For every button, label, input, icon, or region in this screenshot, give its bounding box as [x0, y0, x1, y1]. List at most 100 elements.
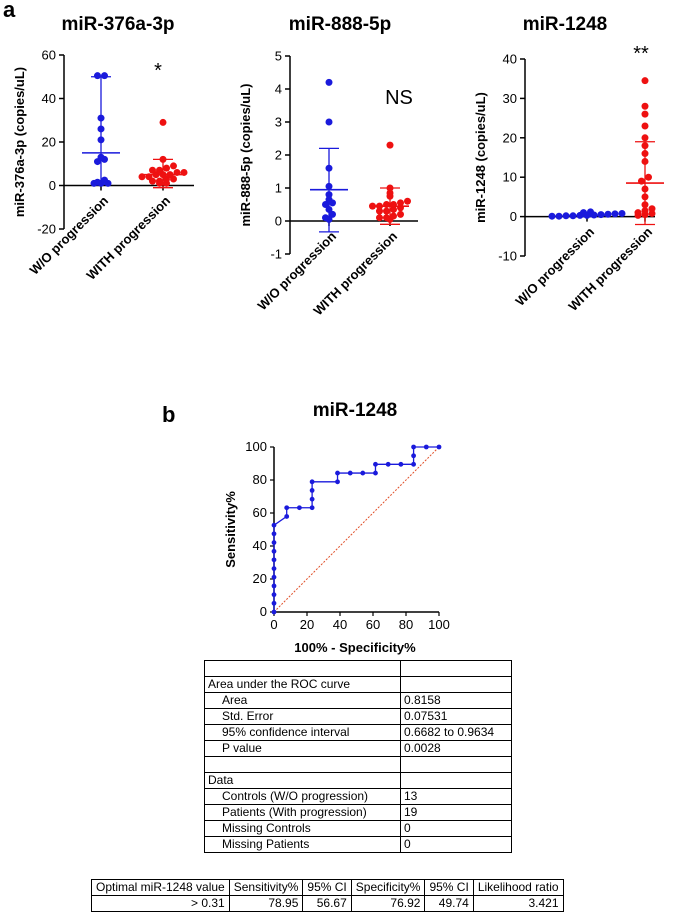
data-point: [376, 214, 383, 222]
roc-table-row: Missing Patients 0: [204, 836, 512, 853]
data-point: [325, 191, 333, 199]
roc-row-label: P value: [204, 740, 401, 757]
roc-row-label: Std. Error: [204, 708, 401, 725]
roc-point: [271, 531, 277, 537]
roc-point: [271, 583, 277, 589]
data-point: [390, 205, 397, 213]
data-point: [641, 207, 649, 215]
data-point: [641, 77, 649, 85]
data-point: [369, 202, 376, 210]
data-point: [641, 193, 649, 201]
data-point: [138, 173, 146, 181]
x-tick-label: 20: [300, 617, 314, 632]
header-cell: 95% CI: [302, 879, 352, 896]
data-point: [641, 110, 649, 118]
roc-row-label: 95% confidence interval: [204, 724, 401, 741]
roc-row-value: 19: [400, 804, 512, 821]
data-point: [383, 207, 390, 215]
y-tick-label: 40: [253, 538, 267, 553]
mir376a-scatter-chart: miR-376a-3p -20 0 20 40 60 miR-376a-3p (copies…: [12, 14, 194, 283]
roc-table-row: Std. Error 0.07531: [204, 708, 512, 725]
roc-point: [411, 453, 416, 459]
data-point: [97, 125, 105, 133]
y-tick-label: 60: [253, 505, 267, 520]
data-point: [383, 214, 390, 222]
roc-point: [284, 514, 290, 519]
optimal-cutoff-table-wrap: Optimal miR-1248 value Sensitivity% 95% …: [91, 879, 564, 912]
y-axis-label: miR-376a-3p (copies/uL): [12, 67, 27, 217]
data-point: [376, 202, 383, 210]
roc-row-label: Missing Controls: [204, 820, 401, 837]
roc-row-value: 0.07531: [400, 708, 512, 725]
data-point: [397, 210, 404, 218]
significance-label: *: [154, 60, 162, 82]
y-tick-label: 5: [275, 49, 282, 64]
x-tick-label: 60: [366, 617, 380, 632]
data-point: [390, 201, 397, 208]
data-point: [325, 164, 333, 172]
y-tick-label: 0: [510, 209, 517, 224]
data-point: [97, 153, 105, 161]
y-tick-label: 4: [275, 82, 282, 97]
x-tick-label: 40: [333, 617, 347, 632]
optimal-value-row: > 0.31 78.95 56.67 76.92 49.74 3.421: [91, 895, 564, 912]
data-point: [156, 177, 163, 185]
roc-point: [436, 444, 442, 450]
roc-table-row: P value 0.0028: [204, 740, 512, 757]
roc-curve-chart: miR-1248 00 20 20 40 40 60 60 80 80 100 100 100% - S…: [223, 400, 450, 655]
value-cell: 78.95: [228, 895, 304, 912]
chart-title: miR-1248: [523, 14, 608, 35]
y-tick-label: 3: [275, 115, 282, 130]
roc-table-row: 95% confidence interval 0.6682 to 0.9634: [204, 724, 512, 741]
roc-row-value: [400, 676, 512, 693]
data-point: [329, 210, 336, 218]
roc-summary-table: Area under the ROC curve Area 0.8158 Std. E…: [204, 660, 512, 853]
mir888-scatter-chart: miR-888-5p -1 0 1 2 3 4 5 miR-888-5p (copies/uL)…: [238, 14, 418, 318]
y-tick-label: 10: [503, 170, 517, 185]
roc-row-value: 13: [400, 788, 512, 805]
data-point: [97, 114, 105, 122]
data-point: [322, 201, 329, 208]
roc-row-label: Patients (With progression): [204, 804, 401, 821]
x-tick-label: 0: [270, 617, 277, 632]
y-tick-label: 100: [245, 439, 267, 454]
roc-row-value: 0.0028: [400, 740, 512, 757]
data-point: [325, 78, 333, 86]
data-point: [390, 212, 397, 220]
roc-point: [271, 609, 277, 615]
data-point: [641, 185, 649, 193]
roc-point: [271, 540, 277, 545]
data-point: [645, 173, 652, 181]
data-point: [597, 211, 605, 219]
data-point: [170, 162, 177, 170]
roc-point: [385, 461, 391, 467]
roc-point: [297, 505, 302, 511]
data-point: [386, 184, 394, 192]
header-cell: Sensitivity%: [228, 879, 304, 896]
data-point: [641, 134, 649, 142]
roc-point: [373, 470, 378, 476]
roc-point: [309, 487, 315, 493]
roc-row-label: [204, 756, 401, 773]
data-point: [325, 182, 333, 190]
data-point: [163, 164, 170, 172]
header-cell: Optimal miR-1248 value: [91, 879, 230, 896]
roc-summary-table-wrap: Area under the ROC curve Area 0.8158 Std. E…: [204, 660, 512, 853]
data-point: [325, 205, 333, 213]
roc-row-value: 0.8158: [400, 692, 512, 709]
panel-label-a: a: [3, 0, 16, 22]
roc-table-row: Area under the ROC curve: [204, 676, 512, 693]
data-point: [641, 157, 649, 165]
roc-table-row: Patients (With progression) 19: [204, 804, 512, 821]
y-tick-label: -20: [37, 222, 56, 237]
data-point: [611, 210, 619, 218]
data-point: [97, 136, 105, 144]
data-point: [641, 122, 649, 130]
roc-point: [335, 479, 340, 485]
data-point: [386, 189, 394, 197]
y-tick-label: 60: [42, 48, 56, 63]
roc-row-value: 0: [400, 836, 512, 853]
y-tick-label: 80: [253, 472, 267, 487]
y-tick-label: -10: [498, 249, 517, 264]
y-tick-label: 30: [503, 91, 517, 106]
